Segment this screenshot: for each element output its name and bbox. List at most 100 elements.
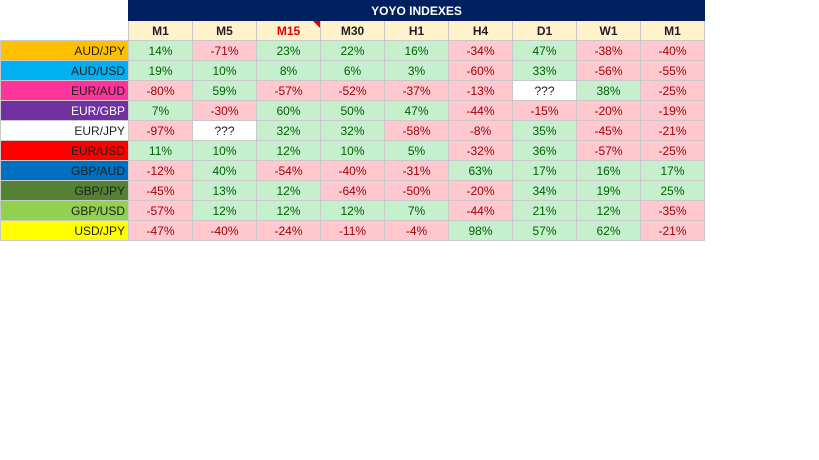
currency-pair-label[interactable]: EUR/AUD xyxy=(0,80,129,101)
timeframe-header[interactable]: M1 xyxy=(640,20,705,41)
index-value-cell[interactable]: 23% xyxy=(256,40,321,61)
index-value-cell[interactable]: -55% xyxy=(640,60,705,81)
index-value-cell[interactable]: -47% xyxy=(128,220,193,241)
index-value-cell[interactable]: 25% xyxy=(640,180,705,201)
index-value-cell[interactable]: 33% xyxy=(512,60,577,81)
index-value-cell[interactable]: -80% xyxy=(128,80,193,101)
header-corner-cell[interactable] xyxy=(0,20,129,41)
index-value-cell[interactable]: -4% xyxy=(384,220,449,241)
index-value-cell[interactable]: 7% xyxy=(384,200,449,221)
index-value-cell[interactable]: 12% xyxy=(256,200,321,221)
index-value-cell[interactable]: -52% xyxy=(320,80,385,101)
index-value-cell[interactable]: 19% xyxy=(128,60,193,81)
timeframe-header[interactable]: H1 xyxy=(384,20,449,41)
index-value-cell[interactable]: 63% xyxy=(448,160,513,181)
index-value-cell[interactable]: -44% xyxy=(448,100,513,121)
index-value-cell[interactable]: -50% xyxy=(384,180,449,201)
index-value-cell[interactable]: 12% xyxy=(192,200,257,221)
timeframe-header[interactable]: H4 xyxy=(448,20,513,41)
index-value-cell[interactable]: 6% xyxy=(320,60,385,81)
index-value-cell[interactable]: -56% xyxy=(576,60,641,81)
index-value-cell[interactable]: -54% xyxy=(256,160,321,181)
index-value-cell[interactable]: 8% xyxy=(256,60,321,81)
timeframe-header[interactable]: W1 xyxy=(576,20,641,41)
index-value-cell[interactable]: 22% xyxy=(320,40,385,61)
index-value-cell[interactable]: 36% xyxy=(512,140,577,161)
index-value-cell[interactable]: 11% xyxy=(128,140,193,161)
index-value-cell[interactable]: -19% xyxy=(640,100,705,121)
index-value-cell[interactable]: -13% xyxy=(448,80,513,101)
index-value-cell[interactable]: -60% xyxy=(448,60,513,81)
index-value-cell[interactable]: -11% xyxy=(320,220,385,241)
index-value-cell[interactable]: 17% xyxy=(512,160,577,181)
index-value-cell[interactable]: 12% xyxy=(576,200,641,221)
index-value-cell[interactable]: -71% xyxy=(192,40,257,61)
index-value-cell[interactable]: -30% xyxy=(192,100,257,121)
index-value-cell[interactable]: ??? xyxy=(192,120,257,141)
currency-pair-label[interactable]: GBP/JPY xyxy=(0,180,129,201)
index-value-cell[interactable]: 34% xyxy=(512,180,577,201)
index-value-cell[interactable]: -8% xyxy=(448,120,513,141)
currency-pair-label[interactable]: EUR/GBP xyxy=(0,100,129,121)
index-value-cell[interactable]: -40% xyxy=(320,160,385,181)
index-value-cell[interactable]: 14% xyxy=(128,40,193,61)
index-value-cell[interactable]: -38% xyxy=(576,40,641,61)
index-value-cell[interactable]: -57% xyxy=(576,140,641,161)
index-value-cell[interactable]: -20% xyxy=(576,100,641,121)
index-value-cell[interactable]: -32% xyxy=(448,140,513,161)
index-value-cell[interactable]: -97% xyxy=(128,120,193,141)
index-value-cell[interactable]: 12% xyxy=(256,140,321,161)
index-value-cell[interactable]: -37% xyxy=(384,80,449,101)
currency-pair-label[interactable]: AUD/JPY xyxy=(0,40,129,61)
index-value-cell[interactable]: 60% xyxy=(256,100,321,121)
index-value-cell[interactable]: 12% xyxy=(320,200,385,221)
timeframe-header[interactable]: M5 xyxy=(192,20,257,41)
index-value-cell[interactable]: 57% xyxy=(512,220,577,241)
index-value-cell[interactable]: 38% xyxy=(576,80,641,101)
currency-pair-label[interactable]: GBP/AUD xyxy=(0,160,129,181)
timeframe-header[interactable]: M15 xyxy=(256,20,321,41)
index-value-cell[interactable]: -25% xyxy=(640,80,705,101)
table-title[interactable]: YOYO INDEXES xyxy=(128,0,705,21)
index-value-cell[interactable]: 3% xyxy=(384,60,449,81)
currency-pair-label[interactable]: AUD/USD xyxy=(0,60,129,81)
currency-pair-label[interactable]: USD/JPY xyxy=(0,220,129,241)
index-value-cell[interactable]: 16% xyxy=(384,40,449,61)
index-value-cell[interactable]: 10% xyxy=(192,140,257,161)
currency-pair-label[interactable]: EUR/JPY xyxy=(0,120,129,141)
index-value-cell[interactable]: ??? xyxy=(512,80,577,101)
index-value-cell[interactable]: 50% xyxy=(320,100,385,121)
index-value-cell[interactable]: 40% xyxy=(192,160,257,181)
index-value-cell[interactable]: 62% xyxy=(576,220,641,241)
index-value-cell[interactable]: 47% xyxy=(512,40,577,61)
index-value-cell[interactable]: -15% xyxy=(512,100,577,121)
index-value-cell[interactable]: 98% xyxy=(448,220,513,241)
timeframe-header[interactable]: D1 xyxy=(512,20,577,41)
index-value-cell[interactable]: 32% xyxy=(320,120,385,141)
index-value-cell[interactable]: -25% xyxy=(640,140,705,161)
timeframe-header[interactable]: M1 xyxy=(128,20,193,41)
index-value-cell[interactable]: 19% xyxy=(576,180,641,201)
index-value-cell[interactable]: 35% xyxy=(512,120,577,141)
index-value-cell[interactable]: -44% xyxy=(448,200,513,221)
currency-pair-label[interactable]: EUR/USD xyxy=(0,140,129,161)
index-value-cell[interactable]: 47% xyxy=(384,100,449,121)
timeframe-header[interactable]: M30 xyxy=(320,20,385,41)
index-value-cell[interactable]: 10% xyxy=(192,60,257,81)
index-value-cell[interactable]: -35% xyxy=(640,200,705,221)
index-value-cell[interactable]: -58% xyxy=(384,120,449,141)
index-value-cell[interactable]: -21% xyxy=(640,220,705,241)
index-value-cell[interactable]: -45% xyxy=(128,180,193,201)
index-value-cell[interactable]: -21% xyxy=(640,120,705,141)
index-value-cell[interactable]: 7% xyxy=(128,100,193,121)
index-value-cell[interactable]: -57% xyxy=(128,200,193,221)
index-value-cell[interactable]: -57% xyxy=(256,80,321,101)
index-value-cell[interactable]: -24% xyxy=(256,220,321,241)
index-value-cell[interactable]: -31% xyxy=(384,160,449,181)
corner-cell[interactable] xyxy=(0,0,129,21)
index-value-cell[interactable]: -40% xyxy=(640,40,705,61)
index-value-cell[interactable]: 16% xyxy=(576,160,641,181)
index-value-cell[interactable]: 32% xyxy=(256,120,321,141)
index-value-cell[interactable]: 21% xyxy=(512,200,577,221)
currency-pair-label[interactable]: GBP/USD xyxy=(0,200,129,221)
